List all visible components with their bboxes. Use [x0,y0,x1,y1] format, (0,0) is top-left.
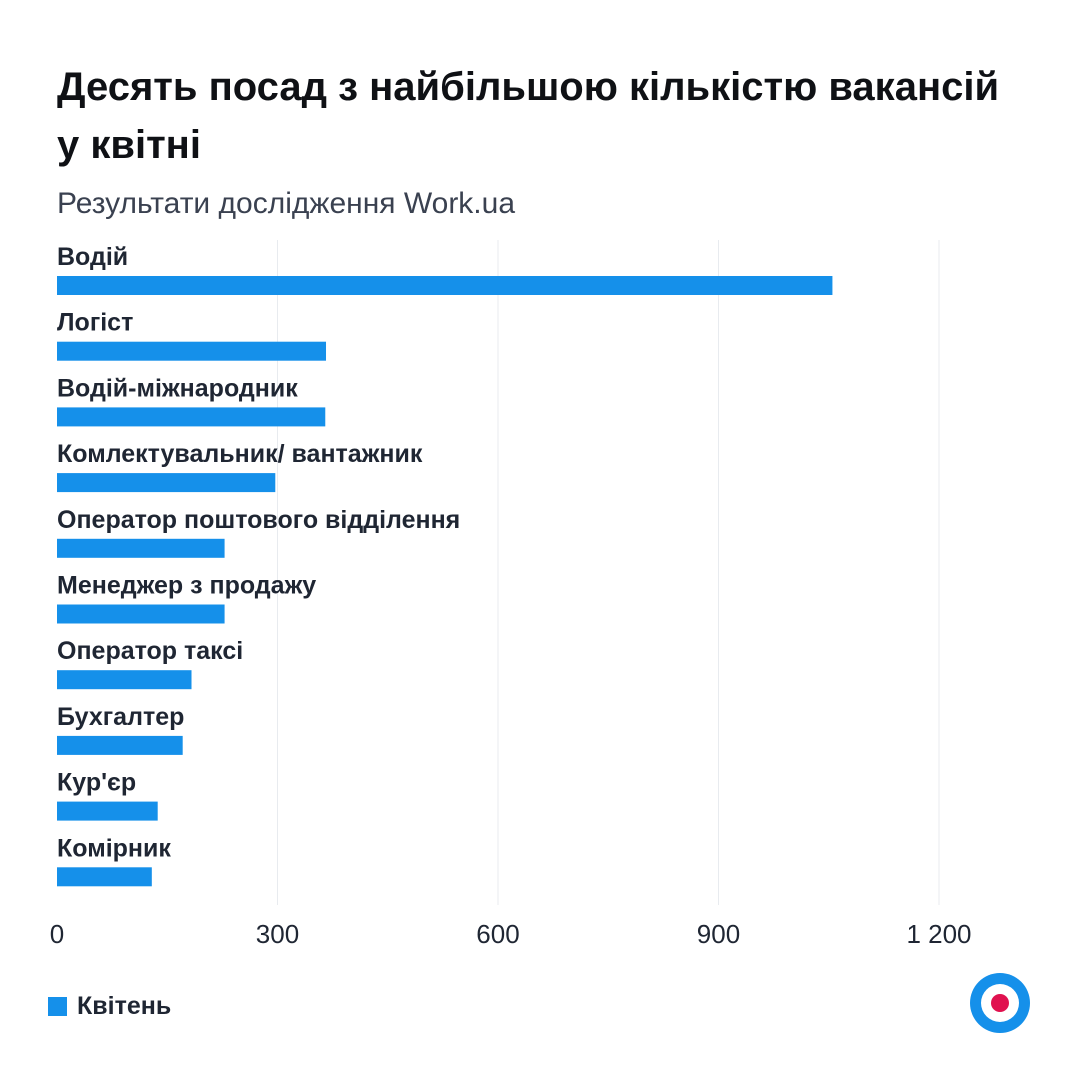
category-label: Комірник [57,834,171,862]
category-label: Водій [57,243,128,271]
logo-center-dot [991,994,1009,1012]
bar [57,801,158,821]
chart-title: Десять посад з найбільшою кількістю вака… [57,65,1000,167]
x-tick-label: 900 [697,919,740,949]
bar [57,473,276,493]
category-label: Бухгалтер [57,703,184,731]
target-logo-icon [970,973,1030,1033]
bar [57,867,152,887]
legend-label: Квітень [77,992,172,1020]
category-label: Кур'єр [57,769,136,797]
chart-subtitle: Результати дослідження Work.ua [57,187,516,220]
bar [57,735,183,755]
category-label: Менеджер з продажу [57,572,316,600]
category-label: Логіст [57,309,133,337]
category-label: Комлектувальник/ вантажник [57,440,423,468]
bar [57,407,326,427]
bar [57,538,225,558]
bar [57,276,833,295]
legend-swatch [48,997,67,1016]
category-label: Водій-міжнародник [57,374,298,402]
bar [57,341,327,361]
bar [57,604,225,624]
category-label: Оператор поштового відділення [57,506,460,534]
x-tick-label: 1 200 [906,919,971,949]
x-tick-label: 600 [476,919,519,949]
x-tick-label: 0 [50,919,64,949]
legend: Квітень [48,992,171,1021]
bar [57,670,192,690]
x-tick-label: 300 [256,919,299,949]
category-label: Оператор таксі [57,637,243,665]
